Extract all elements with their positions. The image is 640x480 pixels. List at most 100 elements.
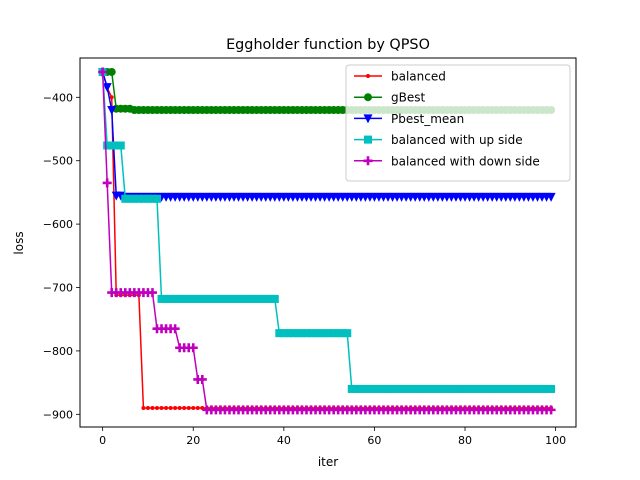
x-tick-label: 100 bbox=[545, 434, 566, 447]
data-point bbox=[98, 67, 108, 77]
data-point bbox=[180, 294, 189, 303]
legend-label: balanced with up side bbox=[391, 133, 523, 147]
legend-entry: balanced with up side bbox=[354, 133, 523, 147]
data-point bbox=[284, 329, 293, 338]
data-point bbox=[164, 405, 169, 410]
data-point bbox=[307, 329, 316, 338]
y-tick-label: −700 bbox=[43, 282, 73, 295]
data-point bbox=[384, 384, 393, 393]
legend-swatch-marker bbox=[363, 156, 373, 166]
data-point bbox=[116, 141, 125, 150]
data-point bbox=[102, 83, 112, 93]
data-point bbox=[302, 329, 311, 338]
data-point bbox=[155, 405, 160, 410]
data-point bbox=[275, 329, 284, 338]
x-tick-label: 80 bbox=[458, 434, 472, 447]
data-point bbox=[112, 141, 121, 150]
y-tick-label: −500 bbox=[43, 155, 73, 168]
data-point bbox=[447, 384, 456, 393]
data-point bbox=[195, 405, 200, 410]
data-point bbox=[388, 384, 397, 393]
data-point bbox=[470, 384, 479, 393]
data-point bbox=[125, 194, 134, 203]
legend-entry: balanced bbox=[354, 70, 446, 84]
data-point bbox=[497, 384, 506, 393]
data-point bbox=[397, 384, 406, 393]
data-point bbox=[311, 329, 320, 338]
series-balanced-with-down-side bbox=[98, 67, 556, 415]
data-point bbox=[107, 141, 116, 150]
data-point bbox=[220, 294, 229, 303]
data-point bbox=[393, 384, 402, 393]
data-point bbox=[157, 294, 166, 303]
data-point bbox=[109, 95, 114, 100]
x-tick-label: 60 bbox=[367, 434, 381, 447]
data-point bbox=[198, 294, 207, 303]
data-point bbox=[420, 384, 429, 393]
y-tick-label: −900 bbox=[43, 408, 73, 421]
data-point bbox=[261, 294, 270, 303]
data-point bbox=[352, 384, 361, 393]
y-tick-label: −600 bbox=[43, 218, 73, 231]
data-point bbox=[130, 194, 139, 203]
data-point bbox=[365, 384, 374, 393]
data-point bbox=[406, 384, 415, 393]
data-point bbox=[189, 294, 198, 303]
data-point bbox=[216, 294, 225, 303]
data-point bbox=[279, 329, 288, 338]
data-point bbox=[492, 384, 501, 393]
chart-title: Eggholder function by QPSO bbox=[226, 37, 430, 53]
data-point bbox=[182, 405, 187, 410]
axes-frame bbox=[79, 57, 577, 428]
data-point bbox=[270, 294, 279, 303]
y-tick-label: −800 bbox=[43, 345, 73, 358]
x-tick-label: 40 bbox=[277, 434, 291, 447]
data-point bbox=[177, 405, 182, 410]
data-point bbox=[166, 294, 175, 303]
legend-entry: balanced with down side bbox=[354, 154, 540, 168]
data-point bbox=[379, 384, 388, 393]
data-point bbox=[546, 405, 556, 415]
data-point bbox=[528, 384, 537, 393]
data-point bbox=[107, 67, 116, 76]
data-point bbox=[243, 294, 252, 303]
y-axis-ticks: −400 −500 −600 −700 −800 −900 bbox=[43, 91, 80, 421]
data-point bbox=[438, 384, 447, 393]
data-point bbox=[501, 384, 510, 393]
legend-label: gBest bbox=[391, 91, 425, 105]
data-point bbox=[461, 384, 470, 393]
data-point bbox=[343, 329, 352, 338]
data-point bbox=[145, 405, 150, 410]
data-point bbox=[479, 384, 488, 393]
x-tick-label: 0 bbox=[99, 434, 106, 447]
data-point bbox=[334, 329, 343, 338]
data-point bbox=[402, 384, 411, 393]
data-point bbox=[141, 405, 146, 410]
data-point bbox=[148, 194, 157, 203]
data-point bbox=[456, 384, 465, 393]
data-point bbox=[197, 374, 207, 384]
x-axis-label: iter bbox=[318, 455, 338, 469]
data-point bbox=[159, 405, 164, 410]
data-point bbox=[248, 294, 257, 303]
legend-label: Pbest_mean bbox=[391, 112, 464, 126]
data-point bbox=[193, 294, 202, 303]
data-point bbox=[374, 384, 383, 393]
data-point bbox=[465, 384, 474, 393]
data-point bbox=[162, 294, 171, 303]
data-point bbox=[186, 405, 191, 410]
data-point bbox=[257, 294, 266, 303]
legend-box bbox=[345, 64, 571, 182]
data-point bbox=[297, 329, 306, 338]
data-point bbox=[147, 288, 157, 298]
x-axis-ticks: 0 20 40 60 80 100 bbox=[99, 427, 566, 447]
y-tick-label: −400 bbox=[43, 91, 73, 104]
data-point bbox=[293, 329, 302, 338]
data-point bbox=[361, 384, 370, 393]
data-point bbox=[533, 384, 542, 393]
data-point bbox=[542, 384, 551, 393]
data-point bbox=[230, 294, 239, 303]
data-point bbox=[153, 194, 162, 203]
legend-swatch-marker bbox=[366, 74, 370, 78]
